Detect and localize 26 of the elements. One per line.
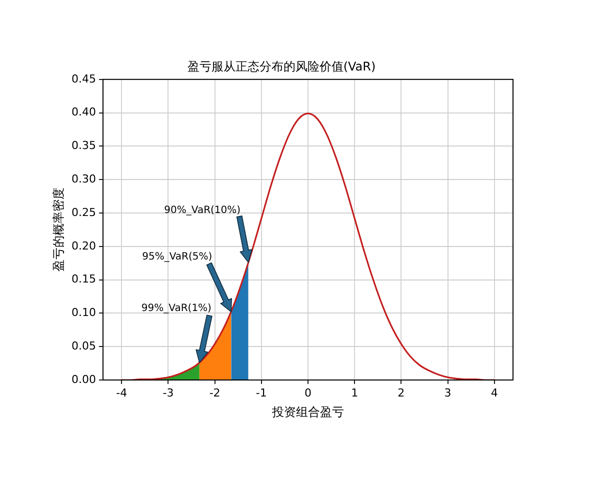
x-tick-label: 2	[398, 386, 405, 400]
y-tick-label: 0.15	[72, 272, 96, 286]
y-tick-label: 0.00	[72, 372, 96, 386]
annotation: 99%_VaR(1%)	[141, 303, 212, 314]
y-axis-title: 盈亏的概率密度	[51, 188, 66, 272]
x-tick-label: -1	[256, 386, 267, 400]
y-tick-label: 0.25	[72, 206, 96, 219]
x-tick-label: -3	[162, 386, 174, 400]
x-tick-label: 0	[304, 386, 312, 400]
chart-title: 盈亏服从正态分布的风险价值(VaR)	[187, 59, 376, 74]
y-tick-label: 0.40	[72, 106, 96, 119]
y-tick-label: 0.05	[72, 339, 96, 352]
y-tick-label: 0.45	[72, 72, 96, 86]
y-tick-label: 0.20	[72, 239, 96, 252]
y-tick-label: 0.30	[72, 172, 96, 186]
x-tick-label: 4	[490, 386, 498, 400]
x-tick-label: -4	[116, 386, 128, 400]
annotation: 95%_VaR(5%)	[142, 251, 212, 262]
line-series	[120, 112, 496, 380]
y-tick-label: 0.35	[72, 139, 96, 152]
x-tick-label: 1	[351, 386, 358, 400]
x-tick-label: -2	[209, 386, 220, 400]
x-axis-title: 投资组合盈亏	[271, 404, 344, 419]
x-tick-label: 3	[444, 386, 452, 400]
annotation: 90%_VaR(10%)	[164, 205, 241, 216]
y-tick-label: 0.10	[72, 306, 96, 320]
